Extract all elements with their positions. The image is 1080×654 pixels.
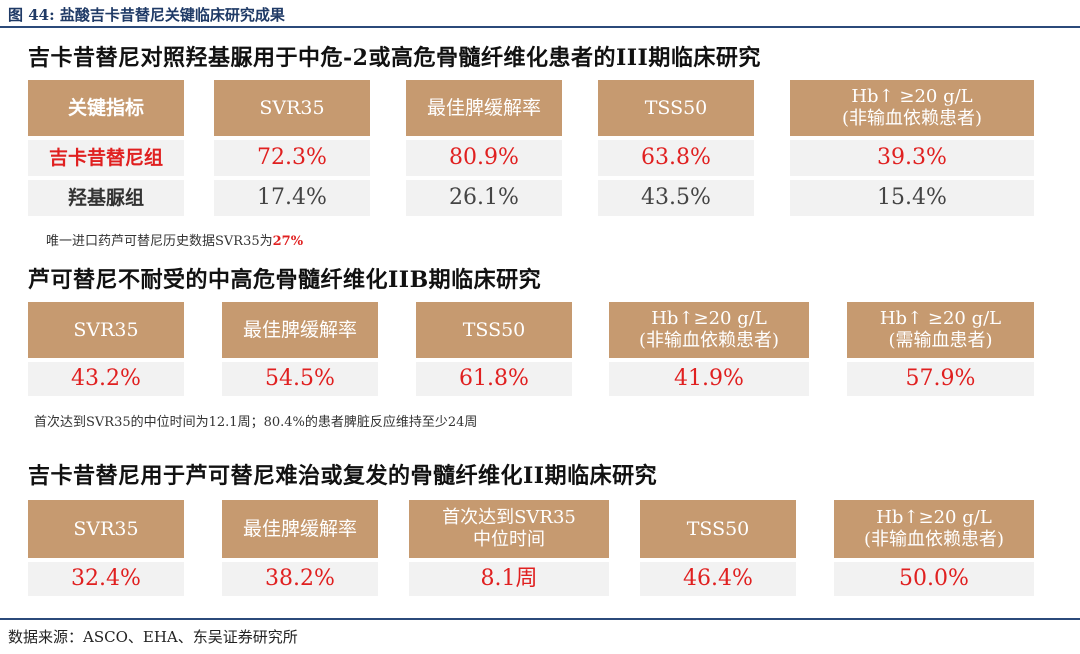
section1-row1-hb: 39.3% <box>790 140 1034 176</box>
top-rule <box>0 26 1080 28</box>
section3-value-hb: 50.0% <box>834 562 1034 596</box>
section1-header-tss50: TSS50 <box>598 80 754 136</box>
section1-row1-svr35: 72.3% <box>214 140 370 176</box>
section1-row2-label: 羟基脲组 <box>28 180 184 216</box>
section3-header-time-line2: 中位时间 <box>473 529 545 550</box>
section2-header-svr35: SVR35 <box>28 302 184 358</box>
section1-key-header: 关键指标 <box>28 80 184 136</box>
section1-row1-spleen: 80.9% <box>406 140 562 176</box>
section3-title: 吉卡昔替尼用于芦可替尼难治或复发的骨髓纤维化II期临床研究 <box>28 463 658 489</box>
section3-header-time-to-svr35: 首次达到SVR35 中位时间 <box>409 500 609 558</box>
section2-header-spleen: 最佳脾缓解率 <box>222 302 378 358</box>
section1-header-hb-line2: (非输血依赖患者) <box>841 108 983 129</box>
section2-header-hb1-line2: (非输血依赖患者) <box>638 330 780 351</box>
section1-header-svr35: SVR35 <box>214 80 370 136</box>
section3-header-svr35: SVR35 <box>28 500 184 558</box>
figure-title: 图 44: 盐酸吉卡昔替尼关键临床研究成果 <box>8 6 285 24</box>
section2-value-svr35: 43.2% <box>28 362 184 396</box>
section3-header-hb: Hb↑≥20 g/L (非输血依赖患者) <box>834 500 1034 558</box>
section1-row1-tss50: 63.8% <box>598 140 754 176</box>
section1-row2-tss50: 43.5% <box>598 180 754 216</box>
section2-value-tss50: 61.8% <box>416 362 572 396</box>
section3-value-tss50: 46.4% <box>640 562 796 596</box>
section1-note-text: 唯一进口药芦可替尼历史数据SVR35为 <box>46 234 273 249</box>
section2-header-hb2-line1: Hb↑ ≥20 g/L <box>879 308 1002 330</box>
section3-value-time: 8.1周 <box>409 562 609 596</box>
section1-header-hb: Hb↑ ≥20 g/L (非输血依赖患者) <box>790 80 1034 136</box>
section1-header-hb-line1: Hb↑ ≥20 g/L <box>851 86 973 108</box>
section1-row1-label: 吉卡昔替尼组 <box>28 140 184 176</box>
section2-header-hb2-line2: (需输血患者) <box>888 330 993 351</box>
section2-value-spleen: 54.5% <box>222 362 378 396</box>
section1-row2-svr35: 17.4% <box>214 180 370 216</box>
section2-value-hb-nontransfusion: 41.9% <box>609 362 809 396</box>
section3-header-hb-line1: Hb↑≥20 g/L <box>876 507 992 529</box>
section1-title: 吉卡昔替尼对照羟基脲用于中危-2或高危骨髓纤维化患者的III期临床研究 <box>28 45 761 71</box>
bottom-rule <box>0 618 1080 620</box>
section3-value-spleen: 38.2% <box>222 562 378 596</box>
section3-header-spleen: 最佳脾缓解率 <box>222 500 378 558</box>
section1-header-spleen: 最佳脾缓解率 <box>406 80 562 136</box>
section1-row2-spleen: 26.1% <box>406 180 562 216</box>
source-note: 数据来源：ASCO、EHA、东吴证券研究所 <box>8 628 298 646</box>
section3-header-time-line1: 首次达到SVR35 <box>442 507 576 529</box>
section2-header-tss50: TSS50 <box>416 302 572 358</box>
section3-header-tss50: TSS50 <box>640 500 796 558</box>
section2-header-hb-transfusion: Hb↑ ≥20 g/L (需输血患者) <box>847 302 1034 358</box>
section1-row2-hb: 15.4% <box>790 180 1034 216</box>
section2-header-hb1-line1: Hb↑≥20 g/L <box>651 308 767 330</box>
section2-value-hb-transfusion: 57.9% <box>847 362 1034 396</box>
section2-note: 首次达到SVR35的中位时间为12.1周；80.4%的患者脾脏反应维持至少24周 <box>34 415 478 430</box>
section2-header-hb-nontransfusion: Hb↑≥20 g/L (非输血依赖患者) <box>609 302 809 358</box>
section1-note-highlight: 27% <box>272 234 304 249</box>
section2-title: 芦可替尼不耐受的中高危骨髓纤维化IIB期临床研究 <box>28 267 542 293</box>
section1-note: 唯一进口药芦可替尼历史数据SVR35为27% <box>46 230 303 249</box>
section3-header-hb-line2: (非输血依赖患者) <box>863 529 1005 550</box>
section3-value-svr35: 32.4% <box>28 562 184 596</box>
